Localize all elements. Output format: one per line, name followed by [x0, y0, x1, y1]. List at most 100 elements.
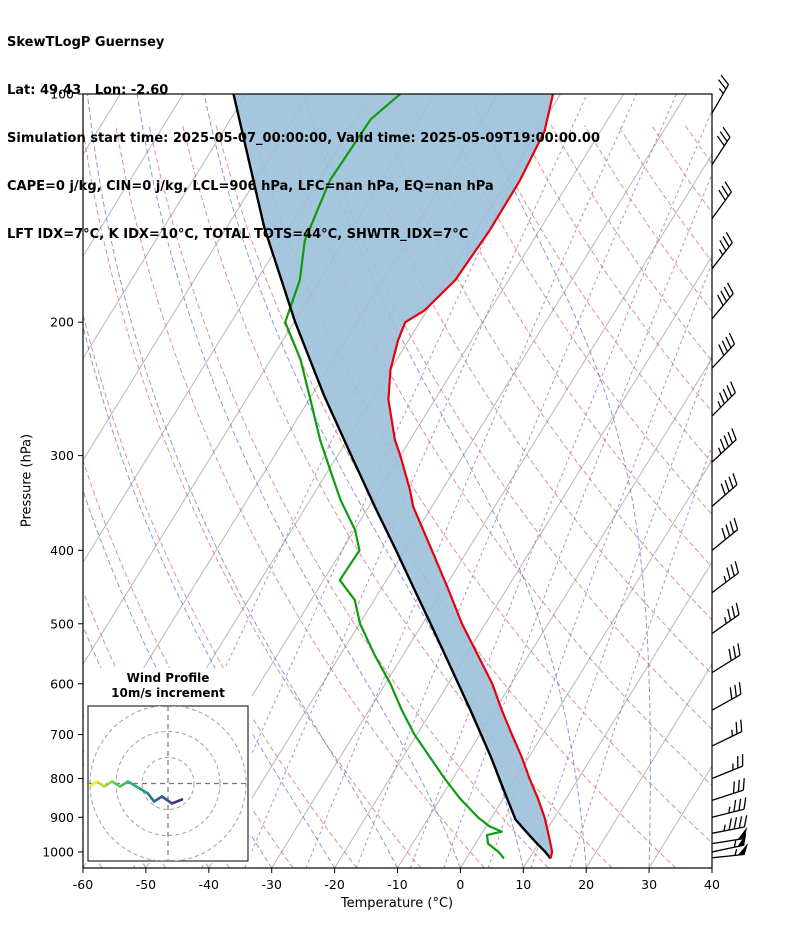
hodograph-trace-segment	[126, 780, 140, 789]
wind-barb	[711, 842, 749, 859]
hodograph-inset	[84, 668, 252, 863]
wind-barb	[711, 833, 747, 853]
dry-adiabat	[282, 125, 712, 787]
y-tick-label: 200	[50, 315, 74, 330]
hodograph-trace-segment	[102, 780, 114, 788]
hodograph-trace-segment	[170, 798, 184, 805]
y-tick-label: 600	[50, 676, 74, 691]
dry-adiabat	[383, 125, 712, 621]
x-tick-label: 10	[515, 877, 531, 892]
dewpoint-curve	[284, 94, 505, 860]
wind-barb	[711, 561, 739, 594]
x-tick-label: -50	[136, 877, 156, 892]
y-tick-label: 800	[50, 771, 74, 786]
hodograph-trace-segment	[152, 795, 164, 803]
wind-barb	[711, 74, 730, 114]
wind-barb	[711, 682, 742, 711]
isotherm	[83, 94, 310, 462]
wind-barb	[711, 126, 731, 166]
isotherm	[397, 357, 712, 868]
dry-adiabat	[83, 458, 294, 868]
isotherm	[648, 765, 712, 868]
wind-barb	[711, 332, 736, 369]
hodograph-trace-segment	[89, 780, 99, 787]
moist-adiabat	[303, 94, 587, 868]
wind-barb	[711, 428, 737, 463]
x-tick-label: -40	[199, 877, 219, 892]
x-axis-title: Temperature (°C)	[340, 896, 454, 911]
isotherm	[271, 153, 712, 868]
isotherm	[334, 255, 712, 868]
isotherm	[522, 561, 712, 868]
y-tick-label: 100	[50, 87, 74, 102]
x-tick-label: -60	[73, 877, 93, 892]
inset-subtitle: 10m/s increment	[111, 686, 225, 700]
x-tick-label: -20	[324, 877, 344, 892]
y-tick-label: 300	[50, 448, 74, 463]
chart-title: SkewTLogP Guernsey	[7, 35, 165, 50]
mixing-ratio-line	[569, 444, 712, 868]
wind-barb	[711, 778, 745, 801]
hodograph-trace-segment	[118, 780, 130, 788]
moist-adiabat	[469, 94, 651, 868]
wind-barb	[711, 282, 734, 320]
y-tick-label: 700	[50, 727, 74, 742]
dry-adiabat	[83, 127, 422, 868]
x-tick-label: 40	[704, 877, 720, 892]
axis-ticks: -60 -50 -40 -30 -20 -10 0 10 20 30 40 100 200 300 400 5…	[42, 87, 720, 893]
header-cape-line: CAPE=0 j/kg, CIN=0 j/kg, LCL=906 hPa, LF…	[7, 179, 494, 194]
wind-barb	[711, 602, 740, 635]
dry-adiabat	[617, 125, 712, 263]
wind-barb	[711, 754, 744, 780]
wind-barbs	[711, 74, 749, 859]
dry-adiabat	[148, 125, 549, 868]
mixing-ratio-line	[530, 354, 712, 868]
mixing-ratio-line	[201, 94, 554, 868]
mixing-ratio-line	[443, 173, 712, 868]
isotherm	[83, 94, 247, 360]
mixing-ratio-line	[305, 94, 637, 868]
dry-adiabat	[684, 125, 712, 165]
moist-adiabat	[86, 94, 398, 868]
parcel-curve	[232, 94, 552, 860]
x-tick-label: -30	[261, 877, 281, 892]
dry-adiabat	[215, 125, 677, 868]
x-tick-label: 0	[456, 877, 464, 892]
wind-barb	[711, 473, 738, 507]
wind-barb	[711, 381, 736, 417]
dry-adiabat	[349, 125, 712, 675]
mixing-ratio-line	[487, 262, 712, 868]
y-tick-label: 900	[50, 810, 74, 825]
dry-adiabat	[316, 125, 712, 731]
isotherm	[83, 94, 184, 258]
wind-barb	[711, 181, 732, 219]
wind-barb	[711, 797, 747, 818]
wind-barb	[711, 643, 741, 674]
parcel-environment-shading	[233, 94, 553, 859]
hodograph-trace-segment	[160, 795, 174, 805]
inset-title: Wind Profile	[126, 671, 210, 685]
y-tick-label: 400	[50, 543, 74, 558]
header-times: Simulation start time: 2025-05-07_00:00:…	[7, 131, 600, 146]
isotherm	[711, 867, 712, 868]
moist-adiabat	[136, 94, 461, 868]
hodograph-trace-segment	[136, 786, 150, 795]
isotherm	[585, 663, 712, 868]
hodograph-ring	[141, 757, 195, 810]
x-tick-label: 30	[641, 877, 657, 892]
x-tick-label: -10	[387, 877, 407, 892]
dry-adiabat	[182, 125, 613, 868]
header-latlon: Lat: 49.43 Lon: -2.60	[7, 83, 169, 98]
wind-barb	[711, 517, 739, 551]
dry-adiabat	[115, 125, 485, 868]
temperature-curve	[387, 94, 555, 859]
x-tick-label: 20	[578, 877, 594, 892]
y-tick-label: 1000	[42, 844, 74, 859]
hodograph-trace-segment	[146, 792, 156, 803]
wind-barb	[711, 815, 748, 834]
wind-barb	[711, 719, 743, 747]
mixing-ratio-line	[355, 94, 677, 868]
y-tick-label: 500	[50, 616, 74, 631]
